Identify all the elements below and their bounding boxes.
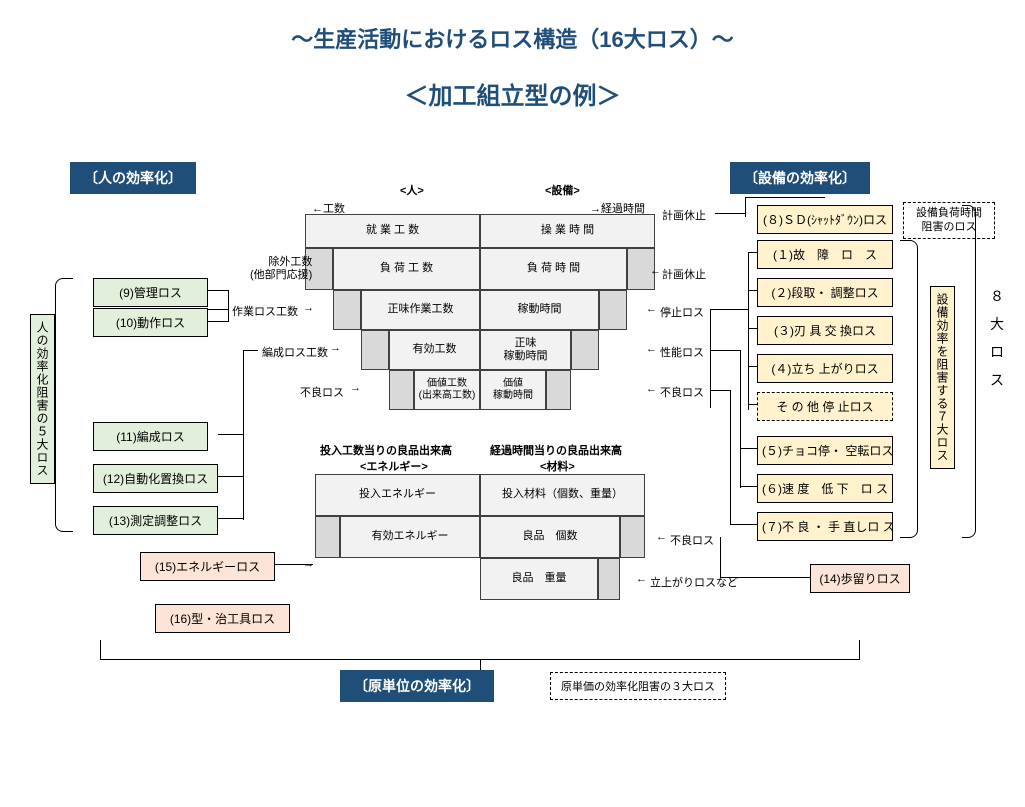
loss-12: (12)自動化置換ロス: [93, 464, 218, 493]
loss-14: (14)歩留りロス: [810, 564, 910, 593]
loss-9: (9)管理ロス: [93, 278, 208, 307]
low-c2-cut: [598, 558, 620, 600]
loss-1: (１)故 障 ロ ス: [757, 240, 893, 269]
pyr-r1l: 就 業 工 数: [305, 214, 480, 248]
arr-sagyo: 作業ロス工数: [232, 303, 298, 319]
hdr-setsubi: <設備>: [545, 182, 580, 198]
loss-2: (２)段取・ 調整ロス: [757, 278, 893, 307]
banner-unit: 〔原単位の効率化〕: [340, 670, 494, 702]
footer-note: 原単価の効率化阻害の３大ロス: [550, 672, 726, 700]
arr-teishi: 停止ロス: [660, 304, 704, 320]
loss-5: (５)チョコ停・ 空転ロス: [757, 436, 893, 465]
pyr-r4r-cut: [571, 330, 599, 370]
loss-8: (８)ＳＤ(ｼｬｯﾄﾀﾞｳﾝ)ロス: [757, 205, 893, 234]
vert-right: 設備効率を阻害する７大ロス: [930, 286, 955, 469]
dash-right: 設備負荷時間 阻害のロス: [903, 202, 995, 239]
arr-jogai: 除外工数 (他部門応援): [250, 256, 312, 282]
low-a1: 投入エネルギー: [315, 474, 480, 516]
pyr-r5l-cut: [389, 370, 414, 410]
pyr-r3l-cut: [333, 290, 361, 330]
midlabel-l1: 投入工数当りの良品出来高: [320, 442, 452, 458]
low-b2: 良品 個数: [480, 516, 620, 558]
arrow-l2: →: [330, 342, 341, 354]
loss-3: (３)刃 具 交 換ロス: [757, 316, 893, 345]
midlabel-r2: <材料>: [540, 458, 575, 474]
arrow-15: →: [303, 558, 314, 570]
pyr-r4l-cut: [361, 330, 389, 370]
brace-left: [55, 278, 73, 532]
brace-right-7: [900, 240, 918, 538]
banner-equip: 〔設備の効率化〕: [730, 162, 870, 194]
pyr-r2l: 負 荷 工 数: [333, 248, 480, 290]
bracket-bottom: [100, 640, 860, 660]
loss-11: (11)編成ロス: [93, 422, 208, 451]
arrow-r2: ←: [646, 343, 657, 355]
arr-keikaku1: 計画休止: [662, 207, 706, 223]
sub-title: ＜加工組立型の例＞: [0, 76, 1025, 111]
arr-furyoL: 不良ロス: [300, 384, 344, 400]
pyr-r2r: 負 荷 時 間: [480, 248, 627, 290]
midlabel-r1: 経過時間当りの良品出来高: [490, 442, 622, 458]
arrow-r3: ←: [646, 383, 657, 395]
hdr-hito: <人>: [400, 182, 424, 198]
arr-furyoR: 不良ロス: [660, 384, 704, 400]
low-a2: 投入材料（個数、重量）: [480, 474, 645, 516]
vert-left: 人の効率化阻害の５大ロス: [30, 314, 55, 484]
arr-hensei: 編成ロス工数: [262, 344, 328, 360]
loss-10: (10)動作ロス: [93, 308, 208, 337]
brace-right-8: [962, 205, 976, 538]
pyr-r1r: 操 業 時 間: [480, 214, 655, 248]
low-c2: 良品 重量: [480, 558, 598, 600]
loss-other: そ の 他 停 止ロス: [757, 392, 893, 421]
loss-13: (13)測定調整ロス: [93, 506, 218, 535]
low-b1-cut: [315, 516, 340, 558]
arr-keikaku2: 計画休止: [662, 266, 706, 282]
pyr-r3r-cut: [599, 290, 627, 330]
pyr-r3r: 稼動時間: [480, 290, 599, 330]
loss-16: (16)型・治工具ロス: [155, 604, 290, 633]
loss-4: (４)立ち 上がりロス: [757, 354, 893, 383]
midlabel-l2: <エネルギー>: [360, 458, 428, 474]
arr-furyoR2: 不良ロス: [670, 532, 714, 548]
loss-6: (６)速 度 低 下 ロ ス: [757, 474, 893, 503]
arrow-r0: ←: [650, 265, 661, 277]
pyr-r4l: 有効工数: [389, 330, 480, 370]
pyr-r5r-cut: [546, 370, 571, 410]
pyr-r5l: 価値工数 (出来高工数): [414, 370, 480, 410]
main-title: ～生産活動におけるロス構造（16大ロス）～: [0, 22, 1025, 54]
low-b2-cut: [620, 516, 645, 558]
loss-7: (７)不 良 ・ 手 直しロ ス: [757, 512, 893, 541]
pyr-r3l: 正味作業工数: [361, 290, 480, 330]
arr-seinou: 性能ロス: [660, 344, 704, 360]
side-8: ８ 大 ロ ス: [990, 282, 1004, 394]
arrow-l3: →: [350, 382, 361, 394]
pyr-r4r: 正味 稼動時間: [480, 330, 571, 370]
banner-people: 〔人の効率化〕: [70, 162, 196, 194]
loss-15: (15)エネルギーロス: [140, 552, 275, 581]
arrow-r4: ←: [656, 531, 667, 543]
arrow-l1: →: [303, 302, 314, 314]
pyr-r5r: 価値 稼動時間: [480, 370, 546, 410]
arrow-r5: ←: [636, 573, 647, 585]
arrow-r1: ←: [646, 303, 657, 315]
low-b1: 有効エネルギー: [340, 516, 480, 558]
